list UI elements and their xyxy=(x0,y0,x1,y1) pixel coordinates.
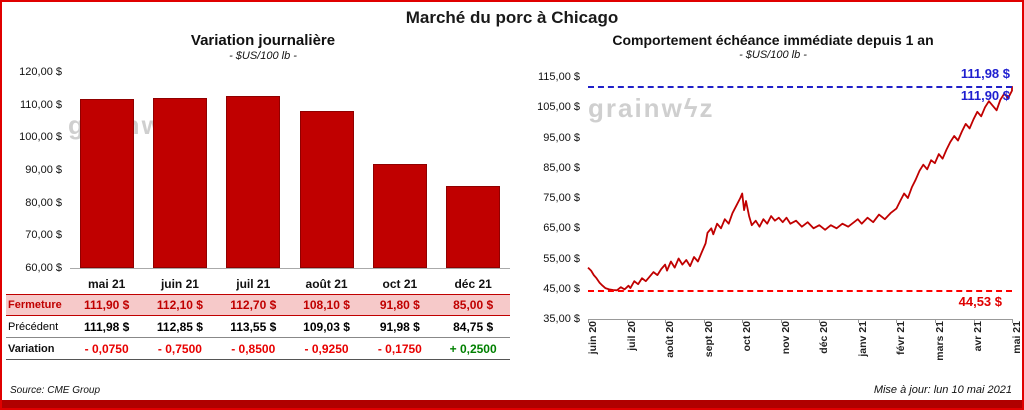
low-price-label: 44,53 $ xyxy=(958,294,1002,310)
bar-y-tick-label: 90,00 $ xyxy=(25,164,62,176)
left-chart-title: Variation journalière xyxy=(190,32,336,49)
left-chart-subtitle: - $US/100 lb - xyxy=(229,50,297,62)
cell-fermeture: 91,80 $ xyxy=(363,294,437,316)
x-tick-label: août 20 xyxy=(664,321,677,358)
bar-y-tick-label: 120,00 $ xyxy=(19,66,62,78)
x-tick-mark xyxy=(703,319,705,323)
cell-variation: - 0,8500 xyxy=(216,338,290,360)
row-label-variation: Variation xyxy=(6,338,70,360)
x-tick-mark xyxy=(973,319,975,323)
daily-variation-panel: Variation journalière - $US/100 lb - gra… xyxy=(6,32,520,360)
x-tick-label: sept 20 xyxy=(702,321,715,358)
bar-y-tick-label: 70,00 $ xyxy=(25,229,62,242)
x-tick-mark xyxy=(896,319,898,323)
close-price-label: 111,90 $ xyxy=(960,88,1010,104)
bar-juil 21 xyxy=(226,95,281,268)
line-plot-area: 111,98 $ 111,90 $ 44,53 $ xyxy=(587,66,1013,320)
bar-y-tick-label: 80,00 $ xyxy=(25,196,62,209)
bar-déc 21 xyxy=(446,186,501,268)
x-tick-label: janv 21 xyxy=(856,321,869,357)
right-chart-title: Comportement échéance immédiate depuis 1… xyxy=(612,32,934,48)
cell-fermeture: 111,90 $ xyxy=(70,294,144,316)
x-tick-label: juin 20 xyxy=(587,321,599,355)
update-note: Mise à jour: lun 10 mai 2021 xyxy=(873,384,1012,396)
ref-line-low xyxy=(588,290,1012,293)
cell-variation: - 0,9250 xyxy=(289,338,364,360)
month-header: août 21 xyxy=(305,277,348,291)
cell-precedent: 91,98 $ xyxy=(363,316,437,338)
ref-line-high xyxy=(588,86,1012,89)
price-line xyxy=(587,86,1013,292)
grainwiz-watermark: grainwϟz xyxy=(588,93,715,123)
x-tick-label: oct 20 xyxy=(741,321,754,352)
x-tick-mark xyxy=(819,319,821,323)
cell-variation: - 0,0750 xyxy=(70,338,144,360)
bar-chart: grainwϟz 120,00 $110,00 $100,00 $90,00 $… xyxy=(6,64,520,274)
cell-fermeture: 108,10 $ xyxy=(289,294,364,316)
price-table: mai 21 juin 21 juil 21 août 21 oct 21 déc 21 F… xyxy=(6,274,520,360)
x-tick-mark xyxy=(780,319,782,323)
x-tick-label: mars 21 xyxy=(933,321,946,361)
bar-oct 21 xyxy=(373,164,427,268)
x-tick-mark xyxy=(588,319,589,323)
bar-y-tick-label: 110,00 $ xyxy=(19,98,62,111)
bar-mai 21 xyxy=(79,98,134,268)
line-y-tick-label: 35,00 $ xyxy=(543,313,580,325)
page-title: Marché du porc à Chicago xyxy=(405,8,619,27)
x-tick-label: mai 21 xyxy=(1011,321,1023,354)
row-label-fermeture: Fermeture xyxy=(6,294,70,316)
x-tick-mark xyxy=(665,319,667,323)
x-tick-mark xyxy=(626,319,628,323)
cell-precedent: 84,75 $ xyxy=(436,316,510,338)
line-y-tick-label: 95,00 $ xyxy=(543,131,580,144)
x-tick-label: déc 20 xyxy=(818,321,831,354)
x-tick-mark xyxy=(742,319,744,323)
month-header: oct 21 xyxy=(382,277,418,291)
cell-fermeture: 85,00 $ xyxy=(436,294,510,316)
right-chart-subtitle: - $US/100 lb - xyxy=(739,49,807,61)
bar-y-tick-label: 60,00 $ xyxy=(25,262,62,274)
bar-août 21 xyxy=(299,110,354,268)
cell-variation: + 0,2500 xyxy=(436,338,510,360)
x-tick-label: avr 21 xyxy=(972,321,985,352)
source-note: Source: CME Group xyxy=(10,385,101,396)
bar-y-tick-label: 100,00 $ xyxy=(19,131,62,144)
x-tick-mark xyxy=(1012,319,1013,323)
cell-precedent: 112,85 $ xyxy=(143,316,217,338)
month-header: mai 21 xyxy=(87,277,126,291)
x-tick-label: juil 20 xyxy=(625,321,638,351)
cell-fermeture: 112,10 $ xyxy=(143,294,217,316)
month-header: juil 21 xyxy=(236,277,271,291)
line-y-tick-label: 55,00 $ xyxy=(543,252,580,265)
bar-plot-area xyxy=(70,72,510,269)
x-tick-label: févr 21 xyxy=(895,321,908,355)
month-header: juin 21 xyxy=(160,277,199,291)
line-y-tick-label: 75,00 $ xyxy=(543,192,580,204)
one-year-panel: Comportement échéance immédiate depuis 1… xyxy=(524,32,1022,379)
row-label-precedent: Précédent xyxy=(6,316,70,338)
bottom-red-bar xyxy=(2,400,1022,408)
line-y-tick-label: 65,00 $ xyxy=(543,222,580,235)
bar-juin 21 xyxy=(153,97,207,268)
month-header: déc 21 xyxy=(454,277,492,291)
cell-variation: - 0,7500 xyxy=(143,338,217,360)
table-corner xyxy=(6,274,70,294)
cell-precedent: 113,55 $ xyxy=(216,316,290,338)
cell-fermeture: 112,70 $ xyxy=(216,294,290,316)
high-price-label: 111,98 $ xyxy=(960,66,1010,82)
line-y-tick-label: 45,00 $ xyxy=(543,282,580,295)
cell-precedent: 111,98 $ xyxy=(70,316,144,338)
line-chart: grainwϟz 111,98 $ 111,90 $ 44,53 $ 115,0… xyxy=(524,63,1022,379)
line-y-tick-label: 85,00 $ xyxy=(543,161,580,174)
line-y-tick-label: 115,00 $ xyxy=(537,71,580,83)
x-tick-mark xyxy=(934,319,936,323)
x-tick-label: nov 20 xyxy=(779,321,792,355)
x-tick-mark xyxy=(857,319,859,323)
cell-precedent: 109,03 $ xyxy=(289,316,364,338)
line-y-tick-label: 105,00 $ xyxy=(537,101,580,114)
cell-variation: - 0,1750 xyxy=(363,338,437,360)
